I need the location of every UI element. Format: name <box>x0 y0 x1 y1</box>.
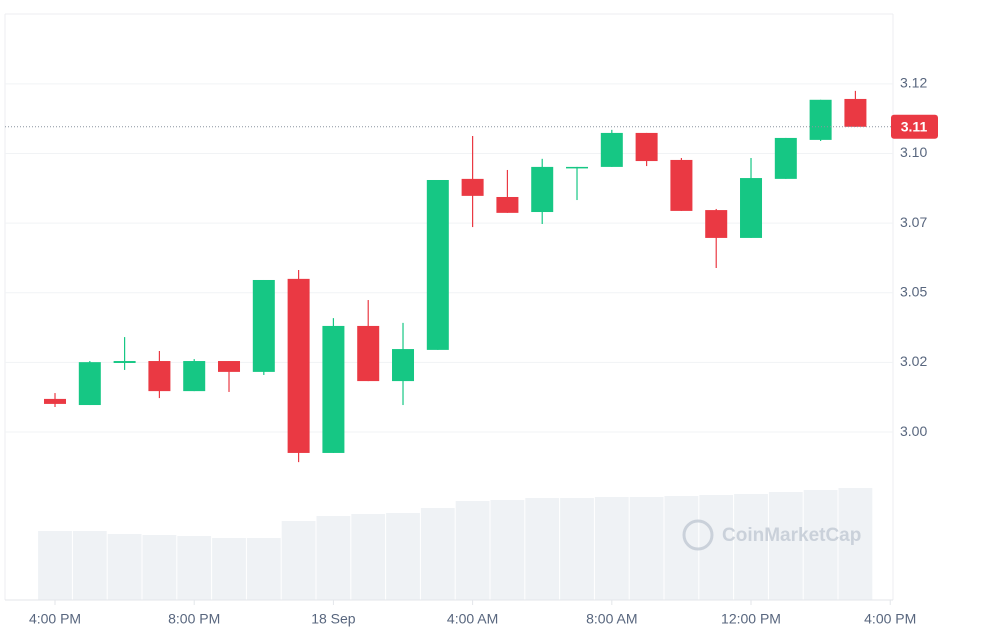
candle-body <box>496 196 519 213</box>
volume-bar <box>212 538 246 600</box>
candle-body <box>670 159 693 211</box>
last-price-badge <box>891 114 938 139</box>
volume-bar <box>734 494 768 600</box>
volume-bar <box>386 513 420 600</box>
volume-bar <box>455 501 490 600</box>
candle-body <box>78 362 101 406</box>
watermark-icon <box>682 519 714 551</box>
volume-bar <box>177 536 212 600</box>
x-tick-label: 8:00 PM <box>168 611 220 627</box>
volume-bar <box>281 521 316 600</box>
y-tick-label: 3.10 <box>900 144 927 160</box>
candle-body <box>705 210 728 238</box>
volume-bar <box>38 531 72 600</box>
x-tick-label: 4:00 AM <box>447 611 498 627</box>
candle-body <box>461 178 484 196</box>
y-tick-label: 3.00 <box>900 423 927 439</box>
candle-body <box>600 132 623 167</box>
candle-body <box>218 361 241 372</box>
last-price-label: 3.11 <box>901 119 928 135</box>
candle-body <box>148 361 171 392</box>
candle-body <box>44 398 67 404</box>
volume-bar <box>107 534 142 600</box>
volume-layer <box>38 488 873 600</box>
candle-body <box>252 279 275 372</box>
y-tick-label: 3.12 <box>900 75 927 91</box>
candle-body <box>322 325 345 453</box>
x-tick-label: 4:00 PM <box>864 611 916 627</box>
volume-bar <box>420 508 455 600</box>
candle-body <box>740 178 763 238</box>
candle-body <box>809 99 832 140</box>
candle-body <box>392 349 415 382</box>
volume-bar <box>351 514 386 600</box>
volume-bar <box>560 498 594 600</box>
volume-bar <box>838 488 873 600</box>
volume-bar <box>316 516 351 600</box>
volume-bar <box>490 500 525 600</box>
watermark: CoinMarketCap <box>682 519 861 551</box>
volume-bar <box>803 490 838 600</box>
y-tick-label: 3.05 <box>900 283 927 299</box>
candle-body <box>774 137 797 179</box>
volume-bar <box>246 538 281 600</box>
candle-body <box>844 98 867 127</box>
candle-body <box>531 166 554 213</box>
candle-body <box>357 325 380 382</box>
volume-bar <box>594 497 629 600</box>
x-tick-label: 18 Sep <box>311 611 356 627</box>
candle-body <box>287 278 310 453</box>
candle-body <box>426 179 449 350</box>
candle-body <box>635 132 658 162</box>
x-tick-label: 12:00 PM <box>721 611 781 627</box>
x-tick-label: 4:00 PM <box>29 611 81 627</box>
volume-bar <box>768 492 803 600</box>
x-tick-label: 8:00 AM <box>586 611 637 627</box>
candle-body <box>113 361 136 363</box>
volume-bar <box>72 531 107 600</box>
volume-bar <box>142 535 177 600</box>
watermark-text: CoinMarketCap <box>722 525 861 546</box>
volume-bar <box>629 497 664 600</box>
candle-body <box>183 361 206 392</box>
y-tick-label: 3.02 <box>900 353 927 369</box>
volume-bar <box>525 498 560 600</box>
candle-body <box>566 166 589 169</box>
y-tick-label: 3.07 <box>900 214 927 230</box>
